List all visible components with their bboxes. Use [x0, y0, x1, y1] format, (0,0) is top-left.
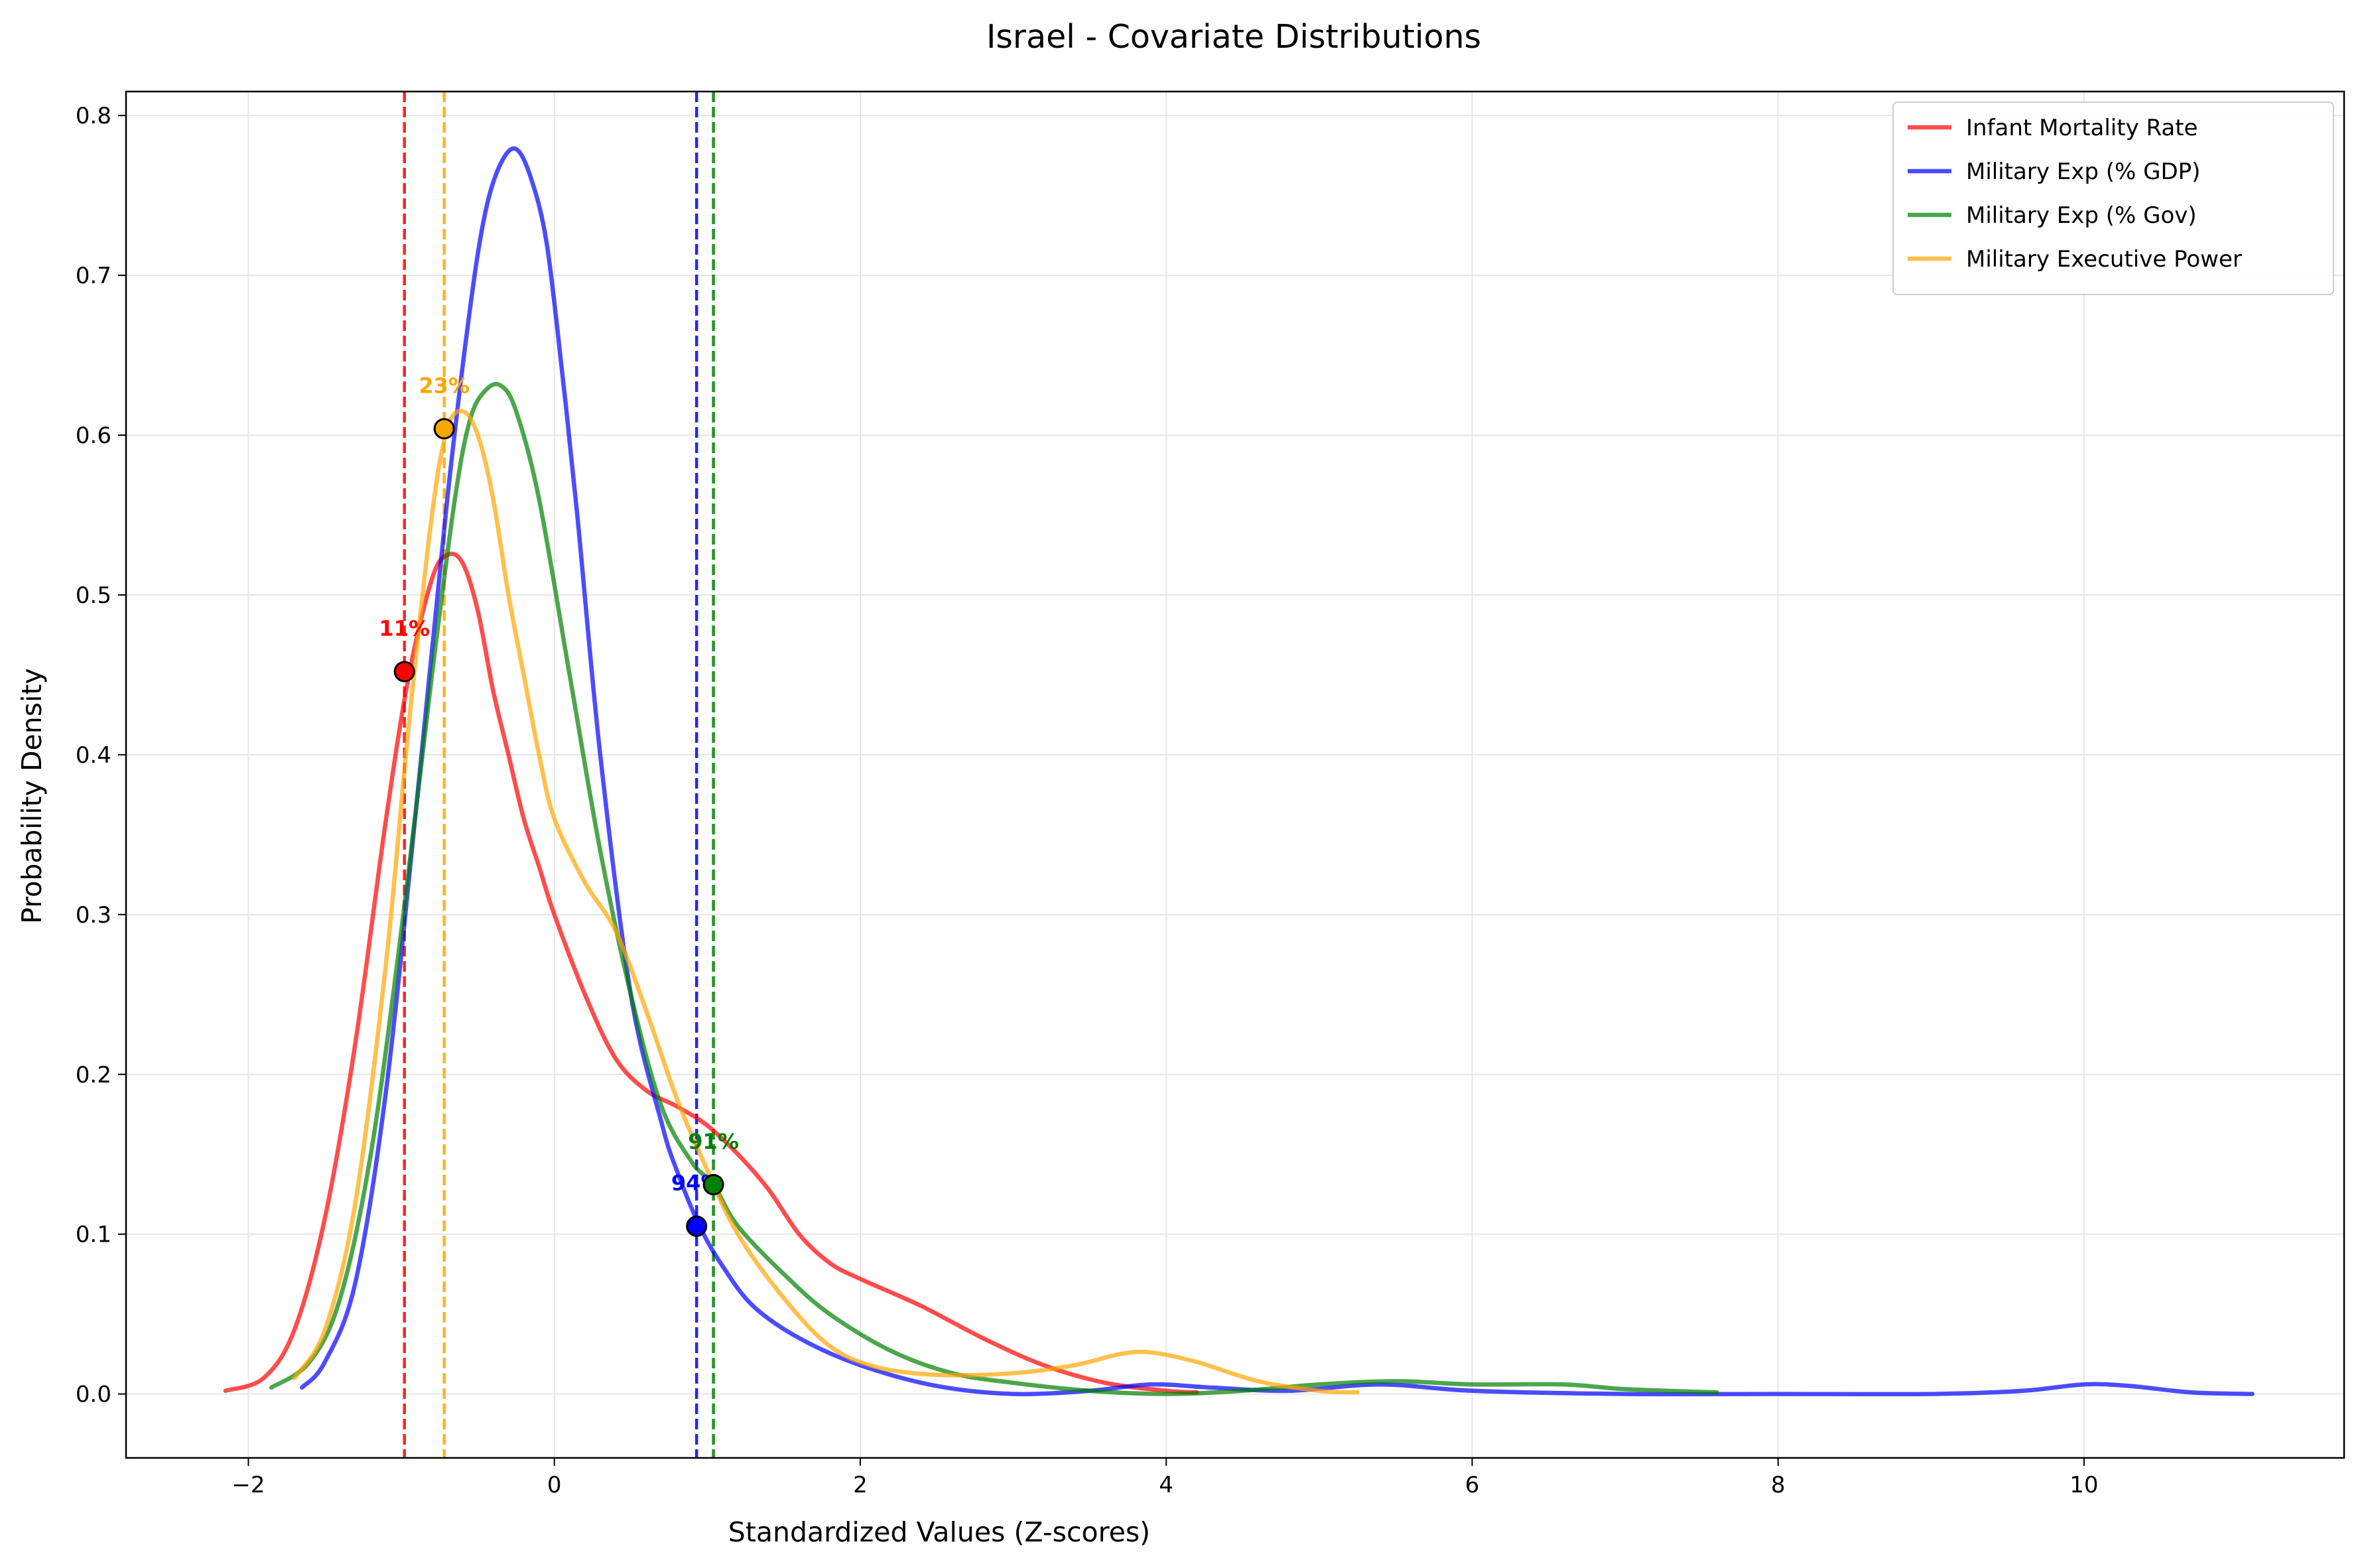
x-tick-label: −2: [231, 1472, 265, 1498]
y-tick-label: 0.3: [76, 902, 111, 929]
y-tick-label: 0.0: [76, 1382, 111, 1408]
series-line-military-executive-power: [292, 409, 1360, 1395]
legend-label: Military Executive Power: [1966, 246, 2242, 273]
reference-lines: [403, 92, 715, 1458]
y-tick-label: 0.1: [76, 1222, 111, 1248]
y-tick-label: 0.2: [76, 1062, 111, 1088]
chart-title: Israel - Covariate Distributions: [986, 18, 1481, 56]
axis-ticks: −2 0 2 4 6 8 10 0.0 0.1 0.2 0.3 0.4 0.5 0.6 0.7 0.8: [76, 103, 2099, 1498]
series-line-infant-mortality-rate: [223, 551, 1199, 1395]
legend-box: [1892, 101, 2334, 295]
marker-point-military-exp-gdp: [686, 1215, 708, 1237]
x-axis-title: Standardized Values (Z-scores): [728, 1516, 1150, 1548]
y-axis-title: Probability Density: [16, 668, 48, 924]
y-tick-label: 0.7: [76, 263, 111, 289]
grid: [126, 92, 2344, 1458]
x-tick-label: 10: [2069, 1472, 2098, 1498]
legend-label: Military Exp (% Gov): [1966, 202, 2197, 229]
marker-point-infant-mortality-rate: [393, 661, 415, 683]
x-tick-label: 6: [1465, 1472, 1480, 1498]
legend: Infant Mortality Rate Military Exp (% GDP…: [1892, 101, 2334, 295]
series-line-military-exp-gdp: [299, 146, 2255, 1397]
legend-label: Military Exp (% GDP): [1966, 159, 2200, 185]
series-lines: [223, 146, 2255, 1397]
marker-point-military-exp-gov: [702, 1174, 724, 1195]
marker-label-military-exp-gov: 91%: [688, 1129, 739, 1154]
legend-label: Infant Mortality Rate: [1966, 115, 2198, 141]
marker-label-infant-mortality-rate: 11%: [379, 616, 430, 641]
x-tick-label: 2: [853, 1472, 868, 1498]
plot-area-frame: [125, 90, 2345, 1459]
x-tick-label: 8: [1771, 1472, 1786, 1498]
y-tick-label: 0.4: [76, 742, 111, 769]
marker-point-military-executive-power: [433, 418, 455, 440]
series-line-military-exp-gov: [269, 381, 1719, 1396]
y-tick-label: 0.8: [76, 103, 111, 129]
x-tick-label: 4: [1159, 1472, 1173, 1498]
marker-label-military-executive-power: 23%: [419, 373, 470, 398]
y-tick-label: 0.6: [76, 423, 111, 449]
x-tick-label: 0: [547, 1472, 562, 1498]
y-tick-label: 0.5: [76, 582, 111, 609]
markers: 11%94%91%23%: [379, 373, 739, 1237]
